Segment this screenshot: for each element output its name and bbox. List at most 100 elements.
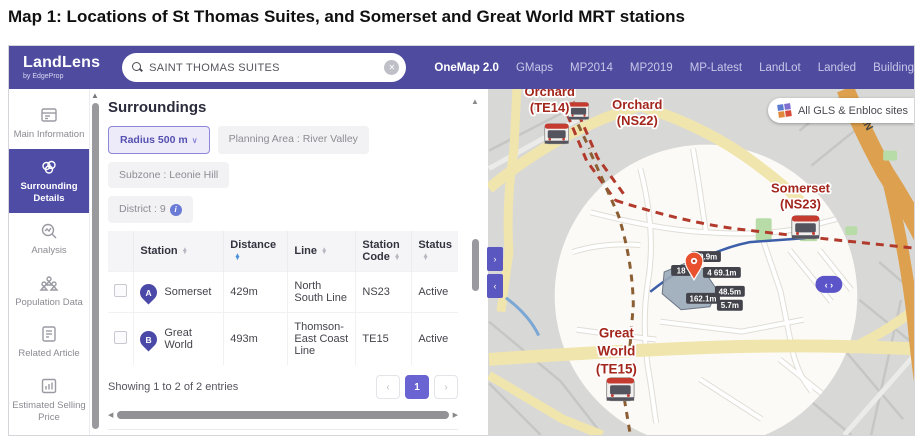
surroundings-icon [42, 160, 56, 174]
gls-section: Recent Government Land Sales Transaction… [108, 429, 458, 435]
station-label-te15: Great [599, 326, 635, 341]
column-header-status[interactable]: Status ▲ ▼ [411, 231, 458, 272]
row-checkbox[interactable] [114, 331, 127, 344]
station-line: North South Line [287, 271, 357, 313]
column-header-line[interactable]: Line ▲ ▼ [287, 231, 357, 272]
population-icon [39, 275, 59, 291]
layers-grid-icon [777, 103, 792, 118]
chevron-down-icon: ∨ [191, 136, 198, 145]
pagination-prev-button[interactable]: ‹ [376, 375, 400, 399]
radius-dropdown[interactable]: Radius 500 m ∨ [108, 126, 210, 154]
nav-mp-latest[interactable]: MP-Latest [689, 61, 743, 74]
sidebar-item-estimated-selling-price[interactable]: Estimated Selling Price [9, 368, 89, 432]
measurement-label: 48.5m [719, 287, 742, 296]
table-row[interactable]: B Great World 493m Thomson-East Coast Lin… [108, 312, 458, 365]
sidebar-item-population-data[interactable]: Population Data [9, 265, 89, 317]
sort-icon[interactable]: ▲ ▼ [181, 245, 189, 257]
nav-mp2019[interactable]: MP2019 [629, 61, 673, 74]
nav-building[interactable]: Building [873, 61, 914, 74]
scroll-right-icon[interactable]: ▶ [452, 412, 458, 419]
column-header-station-code[interactable]: Station Code ▲ ▼ [355, 231, 413, 272]
row-checkbox[interactable] [114, 284, 127, 297]
station-status: Active [411, 312, 458, 365]
nav-mp2014[interactable]: MP2014 [570, 61, 613, 74]
sidebar-item-related-article[interactable]: Related Article [9, 316, 89, 368]
panel-collapse-button[interactable]: ‹ [487, 274, 503, 298]
marker-a-icon: A [136, 279, 161, 305]
pagination: ‹ 1 › [376, 375, 458, 399]
map-canvas[interactable]: CEN [488, 89, 914, 435]
station-label-te15: World [598, 343, 636, 358]
sort-icon-active[interactable]: ▲ ▼ [234, 251, 241, 263]
station-line: Thomson-East Coast Line [287, 312, 357, 365]
horizontal-scrollbar-thumb[interactable] [117, 411, 449, 419]
panel-toggles: › ‹ [487, 247, 503, 298]
search-box[interactable]: ✕ [122, 53, 407, 82]
table-vertical-scrollbar[interactable] [472, 239, 479, 291]
station-distance: 493m [223, 312, 289, 365]
all-gls-enbloc-label: All GLS & Enbloc sites [797, 104, 908, 117]
nav-landed[interactable]: Landed [817, 61, 857, 74]
panel-vertical-scrollbar[interactable] [92, 103, 99, 429]
sidebar-item-analysis[interactable]: Analysis [9, 213, 89, 265]
table-scroll-strip: ▲ [464, 89, 488, 435]
sidebar: Main Information Surrounding Details Ana… [9, 89, 89, 435]
subject-property-pin[interactable] [684, 251, 704, 282]
logo-byline: by EdgeProp [23, 73, 64, 80]
page-title: Map 1: Locations of St Thomas Suites, an… [8, 7, 685, 26]
search-clear-icon[interactable]: ✕ [384, 60, 400, 75]
nav-landlot[interactable]: LandLot [759, 61, 801, 74]
table-scroll-up-icon[interactable]: ▲ [471, 97, 479, 106]
logo-name: LandLens [23, 54, 101, 71]
sort-icon[interactable]: ▲ ▼ [393, 251, 401, 263]
base-map: CEN [488, 89, 914, 435]
north-south-line [555, 89, 914, 250]
train-icon-great-world[interactable] [606, 377, 635, 402]
sidebar-item-label: Main Information [13, 129, 85, 140]
select-all-column [108, 231, 135, 272]
article-icon [42, 326, 56, 343]
pagination-page-1-button[interactable]: 1 [405, 375, 429, 399]
search-icon [132, 62, 143, 73]
search-input[interactable] [149, 61, 381, 74]
price-chart-icon [41, 379, 57, 394]
map-layer-nav: OneMap 2.0 GMaps MP2014 MP2019 MP-Latest… [434, 62, 914, 74]
panel-expand-button[interactable]: › [487, 247, 503, 271]
nav-gmaps[interactable]: GMaps [515, 61, 554, 74]
app-body: Main Information Surrounding Details Ana… [9, 89, 914, 435]
table-row[interactable]: A Somerset 429m North South Line NS23 Act… [108, 271, 458, 313]
station-distance: 429m [223, 271, 289, 313]
measurement-label: 18 [677, 266, 686, 275]
sidebar-item-label: Estimated Selling Price [12, 400, 86, 424]
landlens-logo[interactable]: LandLens by EdgeProp [23, 54, 101, 81]
train-icon-somerset[interactable] [791, 215, 820, 240]
station-label-te14: (TE14) [530, 100, 570, 115]
landlens-app: LandLens by EdgeProp ✕ OneMap 2.0 GMaps … [8, 45, 915, 436]
column-header-distance[interactable]: Distance ▲ ▼ [223, 231, 289, 272]
all-gls-enbloc-button[interactable]: All GLS & Enbloc sites [767, 98, 914, 123]
sort-icon[interactable]: ▲ ▼ [422, 251, 429, 263]
river-line [505, 296, 541, 337]
map-collapse-pill[interactable]: ‹ › [815, 275, 843, 293]
sidebar-item-main-information[interactable]: Main Information [9, 97, 89, 149]
form-icon [41, 108, 57, 122]
train-icon-te14[interactable] [567, 101, 590, 120]
measurement-label: 5.7m [721, 301, 739, 310]
filter-chips: Radius 500 m ∨ Planning Area : River Vall… [108, 126, 458, 188]
pagination-next-button[interactable]: › [434, 375, 458, 399]
station-code: NS23 [355, 271, 413, 313]
info-icon[interactable]: i [169, 204, 182, 216]
planning-area-chip: Planning Area : River Valley [217, 126, 369, 154]
horizontal-scrollbar[interactable]: ◀ ▶ [108, 411, 458, 419]
sort-icon[interactable]: ▲ ▼ [321, 245, 328, 257]
train-icon-orchard[interactable] [544, 123, 570, 145]
sidebar-item-surrounding-details[interactable]: Surrounding Details [9, 148, 89, 213]
station-name: Somerset [164, 286, 212, 298]
panel-scroll-up-icon[interactable]: ▲ [91, 91, 99, 100]
column-header-station[interactable]: Station ▲ ▼ [133, 231, 225, 272]
nav-onemap[interactable]: OneMap 2.0 [434, 61, 499, 74]
top-bar: LandLens by EdgeProp ✕ OneMap 2.0 GMaps … [9, 46, 914, 89]
sidebar-item-label: Surrounding Details [20, 180, 78, 204]
scroll-left-icon[interactable]: ◀ [108, 412, 114, 419]
